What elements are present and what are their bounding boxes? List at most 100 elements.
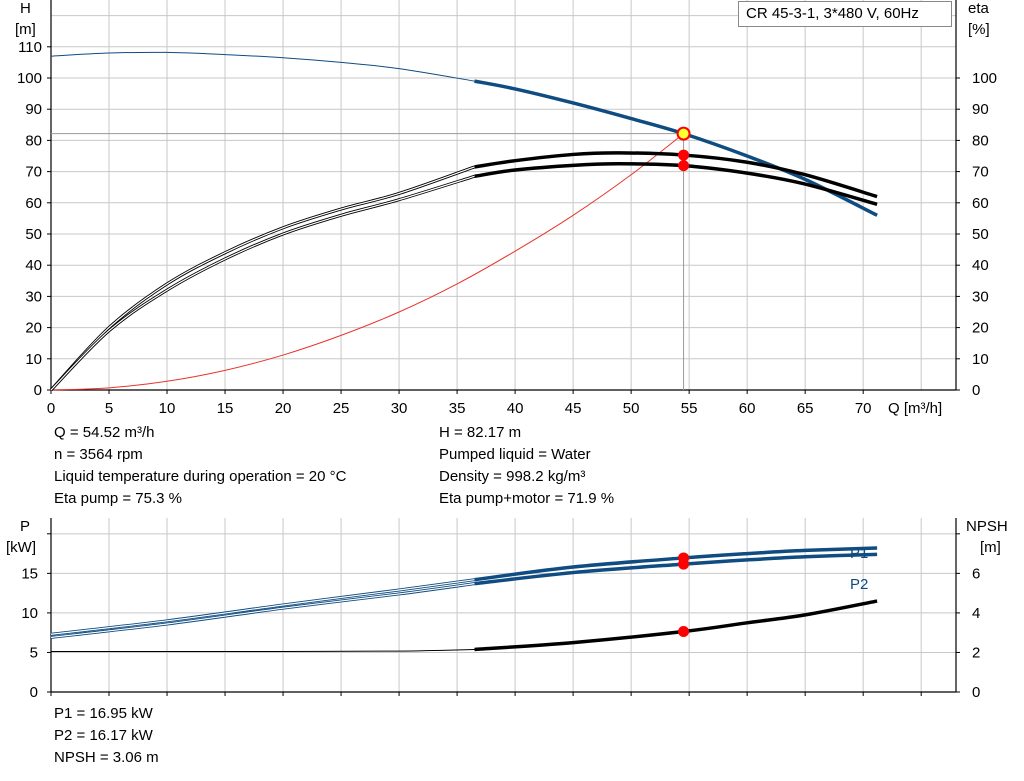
info-p1: P1 = 16.95 kW xyxy=(54,705,153,722)
y2-tick-label: 4 xyxy=(972,605,980,622)
y-tick-label: 10 xyxy=(21,605,38,622)
y-tick-label: 90 xyxy=(25,101,42,118)
y-tick-label: 40 xyxy=(25,257,42,274)
npsh-curve-operating xyxy=(474,599,878,652)
y2-tick-label: 0 xyxy=(972,684,980,701)
duty-point-head xyxy=(676,126,691,141)
x-tick-label: 5 xyxy=(105,400,113,417)
y2-tick-label: 100 xyxy=(972,70,997,87)
x-tick-label: 35 xyxy=(449,400,466,417)
x-tick-label: 55 xyxy=(681,400,698,417)
y-tick-label: 15 xyxy=(21,565,38,582)
y2-axis-label-npsh: NPSH xyxy=(966,518,1008,535)
y2-tick-label: 40 xyxy=(972,257,989,274)
head-curve-operating xyxy=(474,79,878,217)
power-npsh-plot: 0 5 10 15 0 2 4 6 P [kW] NPSH [m] P1 P2 xyxy=(6,518,1008,701)
info-eta-pump: Eta pump = 75.3 % xyxy=(54,490,182,507)
duty-point-eta-pump xyxy=(678,149,690,161)
y2-tick-label: 90 xyxy=(972,101,989,118)
y-tick-label: 110 xyxy=(18,39,42,56)
x-tick-label: 60 xyxy=(739,400,756,417)
head-plot-area xyxy=(51,0,956,390)
y2-axis-label-eta: eta xyxy=(968,0,990,17)
power-plot-ticks: 0 5 10 15 0 2 4 6 xyxy=(21,518,980,701)
x-tick-label: 45 xyxy=(565,400,582,417)
y-tick-label: 0 xyxy=(30,684,38,701)
info-eta-pump-motor: Eta pump+motor = 71.9 % xyxy=(439,490,615,507)
info-pumped-liquid: Pumped liquid = Water xyxy=(439,446,591,463)
y2-tick-label: 80 xyxy=(972,132,989,149)
power-plot-curves xyxy=(50,546,878,652)
x-tick-label: 40 xyxy=(507,400,524,417)
npsh-curve-extended xyxy=(51,648,475,652)
p1-curve-operating xyxy=(474,546,878,582)
eta-pump-curve-operating xyxy=(474,151,878,199)
x-tick-label: 70 xyxy=(855,400,872,417)
duty-point-npsh xyxy=(678,625,690,637)
y2-tick-label: 60 xyxy=(972,195,989,212)
y-axis-label-p: P xyxy=(20,518,30,535)
y2-tick-label: 20 xyxy=(972,320,989,337)
series-label-p2: P2 xyxy=(850,576,868,593)
p2-curve-operating xyxy=(474,552,878,586)
y-tick-label: 20 xyxy=(25,320,42,337)
info-npsh: NPSH = 3.06 m xyxy=(54,749,159,766)
head-efficiency-plot: 0 5 10 15 20 25 30 35 40 45 50 55 60 65 70 0 10 20 30 40 50 6… xyxy=(15,0,997,417)
x-tick-label: 10 xyxy=(159,400,176,417)
x-tick-label: 30 xyxy=(391,400,408,417)
y-tick-label: 0 xyxy=(34,382,42,399)
info-right-column: H = 82.17 m Pumped liquid = Water Densit… xyxy=(439,422,614,510)
y2-axis-unit-npsh: [m] xyxy=(980,539,1001,556)
series-label-p1: P1 xyxy=(850,545,868,562)
x-axis-label-q: Q [m³/h] xyxy=(888,400,942,417)
y2-tick-label: 2 xyxy=(972,644,980,661)
y-axis-label-h: H xyxy=(20,0,31,17)
x-tick-label: 65 xyxy=(797,400,814,417)
y2-tick-label: 70 xyxy=(972,164,989,181)
info-speed: n = 3564 rpm xyxy=(54,446,143,463)
eta-pump-motor-curve-operating xyxy=(474,162,878,207)
pump-title: CR 45-3-1, 3*480 V, 60Hz xyxy=(738,1,952,27)
info-liquid-temperature: Liquid temperature during operation = 20… xyxy=(54,468,347,485)
y2-axis-unit-eta: [%] xyxy=(968,21,990,38)
x-tick-label: 25 xyxy=(333,400,350,417)
y2-tick-label: 30 xyxy=(972,288,989,305)
y-axis-unit-h: [m] xyxy=(15,21,36,38)
x-tick-label: 15 xyxy=(217,400,234,417)
info-flow: Q = 54.52 m³/h xyxy=(54,424,155,441)
y-axis-unit-p: [kW] xyxy=(6,539,36,556)
info-p2: P2 = 16.17 kW xyxy=(54,727,153,744)
y-tick-label: 50 xyxy=(25,226,42,243)
duty-point-p2 xyxy=(678,558,690,570)
x-tick-label: 20 xyxy=(275,400,292,417)
y2-tick-label: 6 xyxy=(972,565,980,582)
y-tick-label: 70 xyxy=(25,164,42,181)
duty-point-eta-pump-motor xyxy=(678,160,690,172)
y2-tick-label: 50 xyxy=(972,226,989,243)
head-plot-curves xyxy=(49,51,878,392)
power-plot-area xyxy=(51,518,956,692)
x-tick-label: 50 xyxy=(623,400,640,417)
p2-curve-inner xyxy=(50,583,475,639)
y-tick-label: 60 xyxy=(25,195,42,212)
p1-curve-inner xyxy=(50,579,475,635)
y2-tick-label: 10 xyxy=(972,351,989,368)
y2-tick-label: 0 xyxy=(972,382,980,399)
x-tick-label: 0 xyxy=(47,400,55,417)
power-plot-duty-points xyxy=(678,552,690,637)
head-curve-extended xyxy=(50,51,475,82)
y-tick-label: 10 xyxy=(25,351,42,368)
head-plot-duty-points xyxy=(676,126,691,172)
y-tick-label: 30 xyxy=(25,288,42,305)
info-head: H = 82.17 m xyxy=(439,424,522,441)
y-tick-label: 80 xyxy=(25,132,42,149)
info-left-column: Q = 54.52 m³/h n = 3564 rpm Liquid tempe… xyxy=(54,422,346,510)
info-power-column: P1 = 16.95 kW P2 = 16.17 kW NPSH = 3.06 … xyxy=(54,703,159,769)
eta-pump-curve-inner xyxy=(50,166,475,391)
eta-pump-motor-curve-inner xyxy=(50,175,475,391)
info-density: Density = 998.2 kg/m³ xyxy=(439,468,586,485)
y-tick-label: 100 xyxy=(17,70,42,87)
y-tick-label: 5 xyxy=(30,644,38,661)
head-plot-ticks: 0 5 10 15 20 25 30 35 40 45 50 55 60 65 70 0 10 20 30 40 50 6… xyxy=(17,0,997,417)
